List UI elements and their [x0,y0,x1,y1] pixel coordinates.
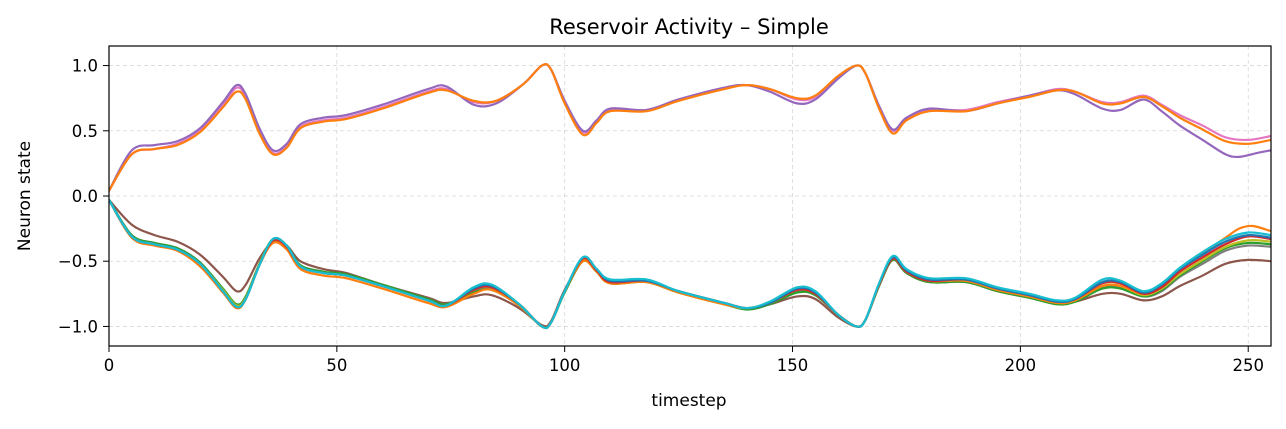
x-axis-label: timestep [651,391,726,411]
series-line-10 [109,198,1271,330]
y-tick-label: 1.0 [72,57,98,76]
x-tick-label: 100 [549,356,581,375]
y-tick-label: −0.5 [58,252,98,271]
series-layer [109,63,1271,330]
x-tick-label: 0 [104,356,115,375]
series-line-2 [109,63,1271,192]
chart-title: Reservoir Activity – Simple [549,15,829,39]
series-line-1 [109,63,1271,192]
y-tick-label: 0.5 [72,122,98,141]
x-tick-label: 200 [1005,356,1037,375]
series-line-7 [109,198,1271,330]
x-tick-label: 250 [1232,356,1264,375]
x-axis: 0 50 100 150 200 250 [104,346,1264,375]
y-axis: 1.0 0.5 0.0 −0.5 −1.0 [58,57,109,336]
y-tick-label: 0.0 [72,187,98,206]
x-tick-label: 150 [777,356,809,375]
x-tick-label: 50 [326,356,347,375]
y-axis-label: Neuron state [15,141,35,251]
y-tick-label: −1.0 [58,317,98,336]
